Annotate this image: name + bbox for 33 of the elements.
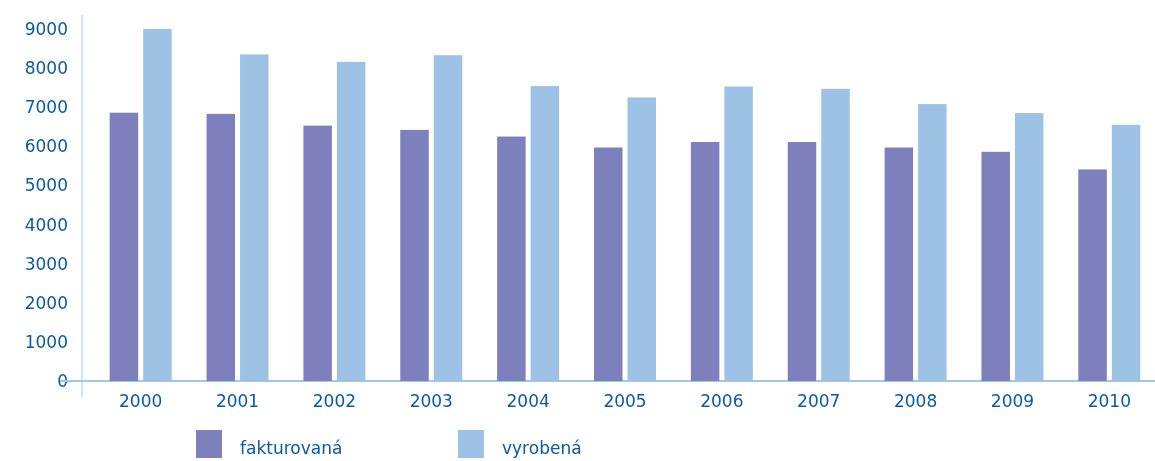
bar <box>594 147 623 381</box>
legend-label: fakturovaná <box>240 438 343 458</box>
x-tick-label: 2001 <box>215 391 260 412</box>
bar <box>109 112 139 381</box>
y-tick-label: 3000 <box>24 253 68 274</box>
bar <box>400 129 429 381</box>
bar <box>884 147 914 381</box>
x-tick-label: 2009 <box>990 391 1035 412</box>
x-tick-label: 2005 <box>603 391 647 412</box>
y-tick-label: 4000 <box>24 214 68 235</box>
bar <box>981 151 1010 381</box>
bar <box>787 142 817 381</box>
bar <box>497 136 526 381</box>
y-tick-label: 9000 <box>24 18 68 39</box>
legend-label: vyrobená <box>502 438 582 458</box>
x-tick-label: 2007 <box>797 391 841 412</box>
x-tick-label: 2000 <box>119 391 163 412</box>
y-tick-label: 2000 <box>24 292 68 313</box>
x-tick-label: 2010 <box>1087 391 1131 412</box>
x-tick-label: 2004 <box>506 391 550 412</box>
bar <box>206 113 236 381</box>
x-tick-label: 2002 <box>312 391 357 412</box>
bar <box>1078 169 1107 381</box>
y-tick-label: 5000 <box>24 175 68 196</box>
y-tick-label: 7000 <box>24 97 68 118</box>
y-tick-label: 8000 <box>24 58 68 79</box>
x-tick-label: 2008 <box>893 391 938 412</box>
y-tick-label: 6000 <box>24 136 68 157</box>
x-tick-label: 2003 <box>409 391 453 412</box>
y-tick-label: 1000 <box>24 331 68 352</box>
bar <box>690 142 720 381</box>
bar <box>303 125 332 381</box>
x-tick-label: 2006 <box>700 391 744 412</box>
